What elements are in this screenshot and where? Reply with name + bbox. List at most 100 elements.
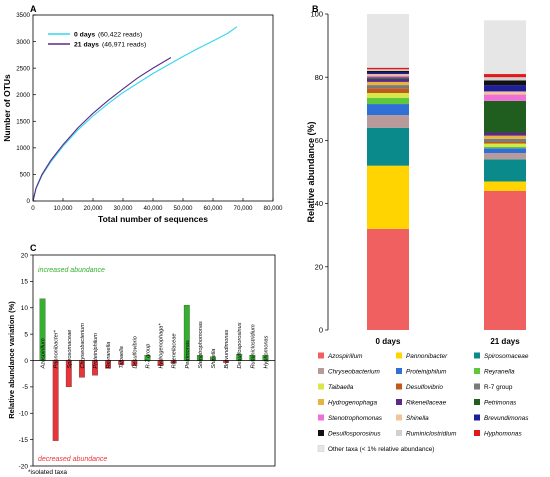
legend-swatch-desulfovibrio xyxy=(396,383,402,390)
legend-label: Desulfovibrio xyxy=(406,384,443,391)
y-tick-label: 2500 xyxy=(16,65,30,72)
y-tick-label: 0 xyxy=(27,198,31,205)
rarefaction-line-21-days xyxy=(32,57,172,202)
variation-chart: -20 -15 -10 -5 0 5 10 15 20 Azospirillum Pannonib… xyxy=(7,252,276,470)
legend-swatch-proteiniphilum xyxy=(396,368,402,374)
y-tick-label: 1500 xyxy=(16,118,30,125)
stacked-segment-rikenellaceae xyxy=(484,132,526,136)
legend-swatch-pannonibacter xyxy=(396,352,402,359)
panel-label-c: C xyxy=(30,243,37,253)
y-tick-label: -10 xyxy=(19,411,29,418)
legend-label: Ruminiclostridium xyxy=(406,431,457,438)
stacked-segment-taibaella xyxy=(484,143,526,147)
stacked-segment-reyranella xyxy=(484,146,526,149)
stacked-segment-ruminiclostridium xyxy=(484,77,526,81)
legend-swatch-chryseobacterium xyxy=(318,368,324,374)
x-tick-label: 0 xyxy=(31,205,35,212)
taxon-label: Pannonibacter* xyxy=(54,329,60,368)
legend-swatch-r-7-group xyxy=(474,383,480,390)
stacked-segment-hyphomonas xyxy=(367,67,409,70)
legend-note: (46,971 reads) xyxy=(102,42,146,49)
stacked-segment-azospirillum xyxy=(367,228,409,330)
taxon-label: Chryseobacterium xyxy=(80,323,86,369)
stacked-segment-petrimonas xyxy=(484,100,526,133)
legend-label: 0 days xyxy=(74,32,95,39)
stacked-segment-desulfosporosinus xyxy=(484,80,526,86)
panel-label-a: A xyxy=(30,4,37,14)
y-tick-label: 0 xyxy=(319,326,323,335)
rarefaction-x-axis-label: Total number of sequences xyxy=(98,214,208,224)
taxon-label: Ruminiclostridium xyxy=(250,324,256,368)
legend-swatch-stenotrophomonas xyxy=(318,414,324,421)
legend-label: Taibaella xyxy=(328,384,354,391)
category-label: 21 days xyxy=(490,337,520,346)
legend-swatch-rikenellaceae xyxy=(396,399,402,405)
stacked-segment-stenotrophomonas xyxy=(484,94,526,101)
taxon-label: Brevundimonas xyxy=(224,329,230,368)
legend-label: Chryseobacterium xyxy=(328,369,381,376)
legend-swatch-reyranella xyxy=(474,368,480,374)
legend-label: Rikenellaceae xyxy=(406,400,447,407)
variation-y-axis-label: Relative abundance variation (%) xyxy=(7,301,16,419)
y-tick-label: 2000 xyxy=(16,92,30,99)
x-tick-label: 50,000 xyxy=(174,205,193,212)
y-tick-label: 3500 xyxy=(16,12,30,19)
legend-swatch-taibaella xyxy=(318,383,324,390)
y-tick-label: 10 xyxy=(21,305,29,312)
x-tick-label: 60,000 xyxy=(204,205,223,212)
stacked-segment-brevundimonas xyxy=(484,85,526,92)
taxon-label: Stenotrophomonas xyxy=(198,321,204,368)
stacked-segment-other-taxa-1-relative-abundance xyxy=(367,14,409,68)
y-tick-label: -15 xyxy=(19,437,29,444)
stacked-segment-chryseobacterium xyxy=(484,153,526,160)
legend-note: (60,422 reads) xyxy=(98,32,142,39)
y-tick-label: -5 xyxy=(22,384,28,391)
rarefaction-y-axis-label: Number of OTUs xyxy=(2,74,12,142)
y-tick-label: 5 xyxy=(24,331,28,338)
x-tick-label: 30,000 xyxy=(114,205,133,212)
legend-swatch-shinella xyxy=(396,414,402,421)
x-tick-label: 40,000 xyxy=(144,205,163,212)
stacked-segment-reyranella xyxy=(367,97,409,105)
stacked-segment-pannonibacter xyxy=(367,165,409,229)
stacked-segment-shinella xyxy=(367,74,409,76)
y-tick-label: 3000 xyxy=(16,39,30,46)
legend-label: Spirosomaceae xyxy=(484,353,529,360)
stacked-segment-proteiniphilum xyxy=(484,148,526,154)
stacked-segment-taibaella xyxy=(367,93,409,98)
taxon-label: Rikenellaceae xyxy=(172,333,178,368)
stacked-segment-proteiniphilum xyxy=(367,104,409,116)
stacked-segment-azospirillum xyxy=(484,190,526,330)
stacked-segment-pannonibacter xyxy=(484,181,526,191)
isolated-taxa-footnote: *isolated taxa xyxy=(28,469,67,476)
composition-chart: 0 20 40 60 80 100 0 days 21 days Azospirillum P… xyxy=(306,10,529,453)
legend-label: Proteiniphilum xyxy=(406,369,447,376)
taxon-label: Taibaella xyxy=(119,346,125,368)
taxon-label: R-7 group xyxy=(145,344,151,369)
legend-swatch-hydrogenophaga xyxy=(318,399,324,405)
legend-label: Hyphomonas xyxy=(484,431,522,438)
stacked-segment-desulfovibrio xyxy=(367,88,409,93)
y-tick-label: 100 xyxy=(310,10,323,19)
stacked-segment-ruminiclostridium xyxy=(367,69,409,71)
legend-label: Brevundimonas xyxy=(484,415,529,422)
y-tick-label: -20 xyxy=(19,463,29,470)
y-tick-label: 20 xyxy=(21,252,29,259)
taxon-label: Proteiniphilum xyxy=(93,333,99,369)
legend-label: Other taxa (< 1% relative abundance) xyxy=(328,446,434,453)
x-tick-label: 10,000 xyxy=(54,205,73,212)
stacked-segment-rikenellaceae xyxy=(367,78,409,82)
legend-label: Reyranella xyxy=(484,369,515,376)
legend-label: Hydrogenophaga xyxy=(328,400,377,407)
stacked-segment-hydrogenophaga xyxy=(484,135,526,139)
stacked-segment-brevundimonas xyxy=(367,72,409,75)
y-tick-label: 0 xyxy=(24,358,28,365)
category-label: 0 days xyxy=(376,337,401,346)
y-tick-label: 40 xyxy=(315,199,323,208)
x-tick-label: 80,000 xyxy=(264,205,283,212)
legend-swatch-brevundimonas xyxy=(474,414,480,421)
rarefaction-line-0-days xyxy=(32,26,238,202)
taxon-label: Hyphomonas xyxy=(263,335,269,368)
stacked-segment-stenotrophomonas xyxy=(367,75,409,78)
increased-abundance-note: increased abundance xyxy=(38,267,105,274)
